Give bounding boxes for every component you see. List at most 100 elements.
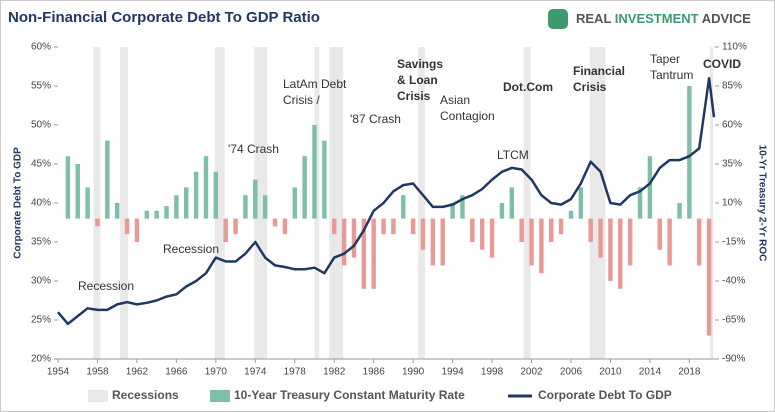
roc-bar bbox=[470, 218, 475, 242]
roc-bar bbox=[529, 218, 534, 266]
roc-bar bbox=[608, 218, 613, 281]
roc-bar bbox=[262, 195, 268, 219]
roc-bar bbox=[618, 218, 623, 289]
roc-bar bbox=[223, 218, 228, 242]
roc-bar bbox=[637, 187, 643, 219]
debt-line bbox=[57, 76, 716, 326]
roc-bar bbox=[193, 171, 199, 219]
y2-tick-label: 60% bbox=[722, 120, 742, 131]
y-axis-label: Corporate Debt To GDP bbox=[13, 147, 24, 259]
annotation: '87 Crash bbox=[350, 112, 401, 126]
annotation: Financial Crisis bbox=[573, 64, 625, 94]
x-tick-label: 1974 bbox=[244, 367, 267, 378]
brand: REAL INVESTMENT ADVICE bbox=[576, 11, 751, 26]
roc-bar bbox=[114, 203, 120, 219]
roc-bar bbox=[677, 203, 682, 219]
x-tick-label: 1998 bbox=[481, 367, 504, 378]
annotation-line: '87 Crash bbox=[350, 112, 401, 126]
roc-bar bbox=[331, 218, 337, 235]
annotation-line: Crisis bbox=[573, 80, 607, 94]
roc-bar bbox=[440, 218, 445, 266]
annotation-line: Crisis / bbox=[283, 93, 320, 107]
annotation-line: Savings bbox=[397, 57, 443, 71]
y-tick-label: 30% bbox=[31, 276, 51, 287]
roc-bar bbox=[292, 187, 297, 219]
annotation: LTCM bbox=[497, 148, 529, 162]
annotation-line: Taper bbox=[650, 52, 680, 66]
annotation-line: COVID bbox=[703, 57, 741, 71]
roc-bar bbox=[568, 210, 574, 219]
roc-bar bbox=[509, 187, 515, 219]
recession-band bbox=[418, 47, 425, 359]
roc-bar bbox=[539, 218, 544, 274]
roc-bar bbox=[420, 218, 426, 250]
roc-bar bbox=[105, 140, 110, 219]
recession-band bbox=[314, 47, 320, 359]
x-tick-label: 2006 bbox=[560, 367, 583, 378]
annotation: Recession bbox=[163, 242, 219, 256]
roc-bar bbox=[696, 218, 702, 266]
roc-bar bbox=[706, 218, 712, 336]
y2-tick-label: 85% bbox=[722, 81, 742, 92]
x-tick-label: 1982 bbox=[323, 367, 346, 378]
y-tick-label: 55% bbox=[31, 81, 51, 92]
roc-bar bbox=[578, 187, 584, 219]
y-tick-label: 20% bbox=[31, 354, 51, 365]
annotation-line: Contagion bbox=[440, 109, 495, 123]
legend-label: Corporate Debt To GDP bbox=[538, 388, 672, 402]
x-tick-label: 2010 bbox=[599, 367, 622, 378]
roc-bar bbox=[371, 218, 376, 289]
annotation-line: Tantrum bbox=[650, 68, 693, 82]
annotation: Dot.Com bbox=[503, 80, 553, 94]
roc-bar bbox=[164, 206, 169, 219]
annotation: Recession bbox=[78, 279, 134, 293]
annotation-line: Recession bbox=[78, 279, 134, 293]
y2-tick-label: -90% bbox=[722, 354, 745, 365]
roc-bar bbox=[410, 218, 416, 235]
roc-bar bbox=[134, 218, 140, 242]
y-tick-label: 40% bbox=[31, 198, 51, 209]
roc-bar bbox=[154, 210, 159, 219]
annotation-line: Dot.Com bbox=[503, 80, 553, 94]
legend-label: Recessions bbox=[112, 388, 179, 402]
y-tick-label: 60% bbox=[31, 42, 51, 53]
legend-swatch bbox=[88, 390, 108, 402]
roc-bar bbox=[322, 140, 327, 219]
x-tick-label: 1962 bbox=[126, 367, 149, 378]
annotation: Asian Contagion bbox=[440, 93, 495, 123]
roc-bar bbox=[85, 187, 90, 219]
roc-bar bbox=[253, 179, 258, 219]
roc-bar bbox=[65, 156, 71, 219]
roc-bar bbox=[95, 218, 100, 227]
y2-axis-label: 10-Yr Treasury 2-Yr ROC bbox=[756, 145, 767, 262]
roc-bar bbox=[282, 218, 288, 235]
roc-bar bbox=[549, 218, 554, 242]
recession-band bbox=[254, 47, 268, 359]
x-tick-label: 1986 bbox=[363, 367, 386, 378]
x-tick-label: 1970 bbox=[205, 367, 228, 378]
x-tick-label: 1978 bbox=[284, 367, 307, 378]
y2-tick-label: -40% bbox=[722, 276, 745, 287]
roc-bar bbox=[450, 203, 455, 219]
x-tick-label: 1958 bbox=[86, 367, 109, 378]
recession-band bbox=[214, 47, 225, 359]
annotation-line: Financial bbox=[573, 64, 625, 78]
roc-bar bbox=[361, 218, 367, 289]
roc-bar bbox=[302, 156, 307, 219]
roc-bar bbox=[213, 171, 219, 219]
y2-tick-label: 10% bbox=[722, 198, 742, 209]
annotation-line: LTCM bbox=[497, 148, 529, 162]
x-tick-label: 2018 bbox=[678, 367, 701, 378]
x-tick-label: 2002 bbox=[520, 367, 543, 378]
y-tick-label: 50% bbox=[31, 120, 51, 131]
roc-bar bbox=[519, 218, 524, 242]
roc-bar bbox=[203, 156, 209, 219]
annotation: LatAm Debt Crisis / bbox=[283, 77, 347, 107]
roc-bar bbox=[341, 218, 347, 266]
recession-band bbox=[329, 47, 344, 359]
recession-band bbox=[120, 47, 129, 359]
roc-bar bbox=[667, 218, 672, 266]
y2-tick-label: 110% bbox=[722, 42, 747, 53]
